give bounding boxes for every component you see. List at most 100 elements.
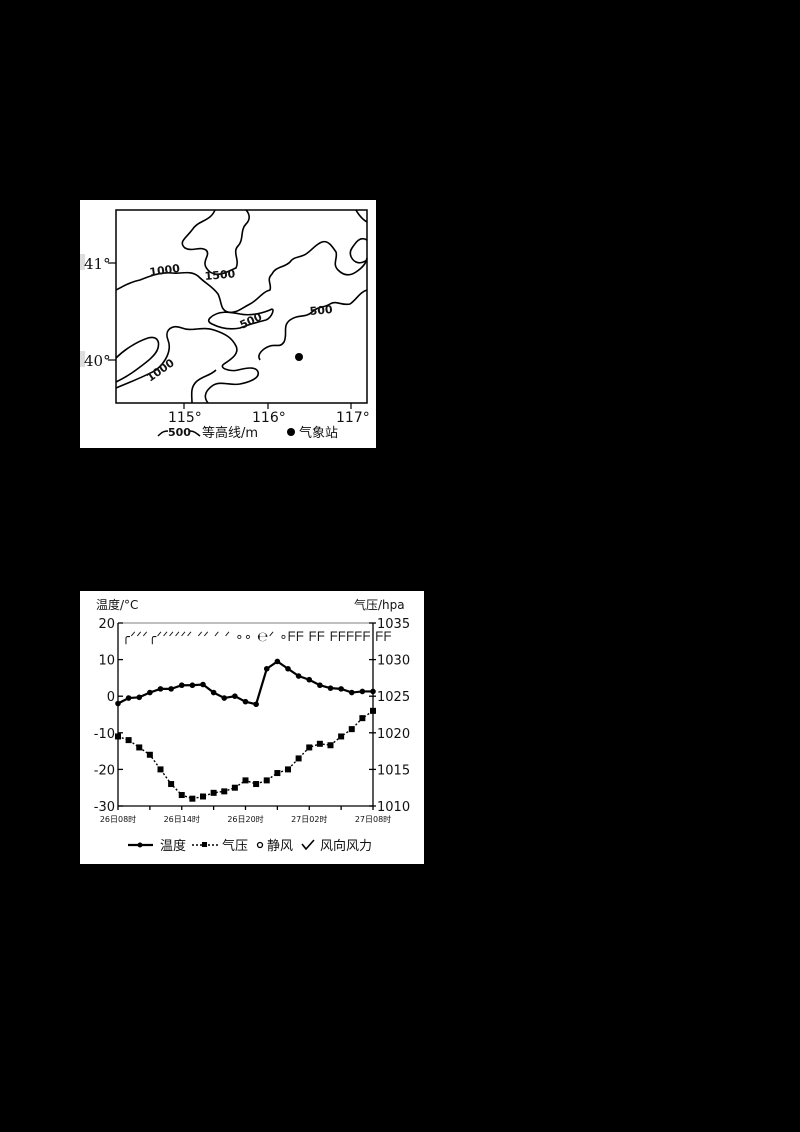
pressure-point [242, 777, 249, 784]
legend-calm: 静风 [267, 839, 293, 854]
pressure-point [189, 795, 196, 802]
pressure-point [200, 793, 206, 800]
pressure-point [348, 726, 355, 733]
left-tick-label: 10 [98, 654, 115, 669]
wind-checkmark-icon [301, 839, 315, 851]
temperature-point [125, 695, 132, 701]
lat-label-41: 41° [84, 255, 111, 273]
temperature-point [168, 686, 174, 692]
right-tick-label: 1015 [377, 763, 410, 778]
temperature-point [359, 688, 366, 695]
temperature-series [115, 658, 376, 708]
temperature-point [263, 665, 270, 672]
legend-wind: 风向风力 [320, 838, 372, 854]
temperature-point [147, 689, 153, 696]
temperature-point [136, 694, 143, 701]
right-tick-label: 1030 [377, 654, 410, 669]
contour-label-500-right: 500 [309, 303, 333, 318]
pressure-point [359, 715, 366, 722]
right-tick-label: 1020 [377, 727, 410, 742]
topographic-map-panel: 41° 40° 115° 116° 117° 1000 1500 [80, 200, 376, 448]
x-tick-label: 27日08时 [355, 814, 391, 824]
pressure-point [210, 789, 217, 796]
legend-pressure: 气压 [222, 838, 248, 854]
pressure-point [327, 742, 334, 749]
pressure-point [370, 707, 376, 714]
pressure-point [285, 766, 291, 773]
x-tick-label: 26日20时 [227, 814, 263, 824]
legend-temperature: 温度 [160, 838, 186, 854]
x-tick-label: 27日02时 [291, 814, 327, 824]
legend-station-text: 气象站 [299, 425, 338, 441]
left-tick-label: -10 [94, 727, 115, 742]
pressure-point [157, 766, 164, 773]
temperature-point [285, 665, 291, 672]
temperature-point [338, 686, 344, 692]
temperature-pressure-chart: 温度/°C 气压/hpa 20 10 0 -10 -20 -30 1035 1030 1025… [94, 597, 410, 854]
pressure-point [146, 751, 153, 758]
pressure-point [306, 744, 313, 751]
temperature-point [157, 686, 164, 692]
weather-chart-panel: 温度/°C 气压/hpa 20 10 0 -10 -20 -30 1035 1030 1025… [80, 591, 424, 864]
temperature-point [253, 701, 259, 708]
right-axis-ticks: 1035 1030 1025 1020 1015 1010 [369, 617, 410, 815]
left-tick-label: 0 [107, 690, 115, 705]
left-tick-label: -20 [94, 763, 115, 778]
pressure-point [136, 744, 143, 751]
contour-label-1000-upper: 1000 [149, 262, 181, 279]
pressure-point [253, 781, 260, 788]
temperature-point [210, 689, 217, 696]
x-tick-label: 26日08时 [100, 814, 136, 824]
topographic-map: 41° 40° 115° 116° 117° 1000 1500 [80, 209, 370, 441]
pressure-point [178, 792, 185, 799]
temperature-point [221, 695, 228, 701]
contour-lines [115, 209, 368, 404]
legend-contour-sample: 500 [168, 426, 191, 439]
x-tick-label: 26日14时 [164, 814, 200, 824]
temperature-point [317, 682, 323, 689]
chart-legend: 温度 气压 静风 风向风力 [128, 838, 372, 854]
pressure-point [274, 770, 281, 777]
right-tick-label: 1010 [377, 800, 410, 815]
x-axis-ticks: 26日08时 26日14时 26日20时 27日02时 27日08时 [100, 806, 391, 824]
lon-label-115: 115° [168, 410, 202, 426]
wind-barb-row: ╭ᐟᐟᐟ╭ᐟᐟᐟᐟᐟᐟ ᐟᐟ ᐟ ᐟ ∘∘ ℮ᐟ ∘ᖴᖴ ᖴᖴ ᖴᖴᖴᖴᖴ ᖴᖴ [122, 630, 392, 645]
contour-label-1500: 1500 [204, 267, 236, 283]
temperature-point [232, 693, 238, 699]
right-tick-label: 1035 [377, 617, 410, 632]
left-tick-label: 20 [98, 617, 115, 632]
left-tick-label: -30 [94, 800, 115, 815]
temperature-point [178, 682, 185, 689]
pressure-point [115, 733, 121, 740]
calm-icon [256, 841, 264, 849]
pressure-point [168, 781, 175, 788]
temperature-point [189, 682, 196, 689]
left-axis-title: 温度/°C [96, 597, 138, 612]
temperature-point [295, 673, 302, 679]
map-frame [115, 209, 368, 404]
pressure-point [221, 788, 228, 795]
right-axis-title: 气压/hpa [354, 597, 405, 612]
lon-label-117: 117° [336, 410, 370, 426]
temperature-point [200, 681, 206, 688]
temperature-point [242, 698, 249, 705]
legend-station-icon [287, 428, 295, 436]
pressure-point [231, 784, 238, 791]
lat-label-40: 40° [84, 352, 111, 370]
right-tick-label: 1025 [377, 690, 410, 705]
legend-contour-text: 等高线/m [202, 425, 258, 441]
pressure-point [316, 740, 323, 747]
temperature-point [306, 676, 313, 683]
temperature-point [327, 685, 334, 691]
pressure-point [295, 755, 302, 762]
temperature-point [115, 700, 121, 707]
pressure-point [263, 777, 270, 784]
temperature-point [370, 688, 376, 695]
pressure-point [338, 733, 345, 740]
weather-station-dot [295, 353, 303, 361]
temperature-point [274, 658, 281, 665]
temperature-point [348, 689, 355, 696]
pressure-series [115, 707, 376, 802]
lon-label-116: 116° [252, 410, 286, 426]
left-axis-ticks: 20 10 0 -10 -20 -30 [94, 617, 123, 815]
